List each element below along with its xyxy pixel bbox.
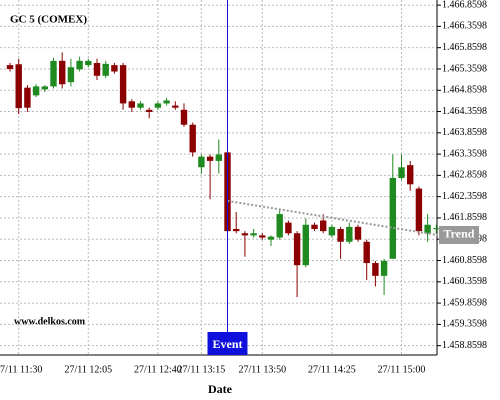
- candle-body: [398, 167, 405, 178]
- candle-body: [285, 222, 292, 234]
- candle-body: [93, 62, 101, 76]
- candle-body: [276, 214, 283, 238]
- y-tick-label: 1.459.8598: [442, 297, 487, 308]
- candle-body: [146, 109, 153, 112]
- x-tick-label: 27/11 15:00: [378, 364, 426, 375]
- y-tick-label: 1.458.8598: [442, 340, 487, 351]
- candle-body: [154, 103, 162, 108]
- x-tick-label: 27/11 12:05: [64, 364, 112, 375]
- event-label-box: [207, 332, 248, 355]
- x-tick-label: 27/11 13:50: [238, 364, 286, 375]
- candle-body: [354, 226, 362, 240]
- y-tick-label: 1.464.3598: [442, 106, 487, 117]
- x-tick-label: 27/11 13:15: [178, 364, 226, 375]
- y-tick-label: 1.464.8598: [442, 85, 487, 96]
- y-tick-label: 1.460.3598: [442, 276, 487, 287]
- candle-body: [363, 241, 370, 264]
- candle-body: [67, 67, 75, 83]
- candle-body: [407, 165, 414, 185]
- trend-line: [227, 199, 438, 236]
- candle-body: [189, 124, 196, 153]
- trend-label-box: [439, 225, 479, 244]
- watermark: www.delkos.com: [14, 316, 86, 327]
- candle-body: [180, 109, 188, 125]
- y-tick-label: 1.461.8598: [442, 212, 487, 223]
- candle-body: [128, 101, 135, 108]
- candle-body: [320, 220, 327, 232]
- candle-body: [372, 263, 379, 276]
- candle-body: [302, 224, 309, 266]
- candle-body: [111, 65, 118, 72]
- candle-body: [6, 65, 14, 69]
- y-tick-label: 1.459.3598: [442, 319, 487, 330]
- candle-body: [293, 233, 301, 266]
- candle-body: [424, 224, 431, 234]
- event-label: Event: [213, 337, 243, 351]
- y-tick-label: 1.465.8598: [442, 42, 487, 53]
- candle-body: [119, 65, 127, 104]
- candle-body: [337, 229, 344, 242]
- y-tick-label: 1.463.8598: [442, 127, 487, 138]
- candle-body: [241, 233, 249, 236]
- candle-body: [415, 188, 423, 232]
- candle-body: [389, 177, 396, 259]
- candle-body: [41, 86, 48, 90]
- y-tick-label: 1.466.8598: [442, 0, 487, 10]
- x-tick-label: 27/11 14:25: [308, 364, 356, 375]
- candle-body: [50, 60, 57, 87]
- y-tick-label: 1.462.3598: [442, 191, 487, 202]
- x-axis-label: Date: [208, 382, 233, 396]
- candle-body: [380, 260, 388, 276]
- y-tick-label: 1.462.8598: [442, 170, 487, 181]
- candle-body: [233, 229, 240, 232]
- x-tick-label: 27/11 12:40: [134, 364, 182, 375]
- candle-body: [215, 154, 222, 161]
- candle-body: [59, 60, 66, 85]
- candle-body: [311, 224, 318, 230]
- candle-body: [137, 103, 144, 108]
- candle-body: [328, 226, 336, 236]
- x-tick-label: 27/11 11:30: [0, 364, 42, 375]
- y-tick-label: 1.465.3598: [442, 63, 487, 74]
- candle-body: [172, 105, 179, 108]
- y-tick-label: 1.466.3598: [442, 21, 487, 32]
- candle-body: [198, 156, 205, 168]
- candle-body: [433, 228, 440, 230]
- candle-body: [206, 156, 214, 161]
- trend-label: Trend: [444, 227, 475, 241]
- candle-body: [102, 63, 109, 76]
- candle-body: [346, 226, 353, 242]
- candle-body: [259, 235, 266, 238]
- candle-body: [250, 233, 257, 236]
- candle-body: [24, 87, 31, 108]
- y-tick-label: 1.460.8598: [442, 255, 487, 266]
- candle-body: [85, 60, 92, 66]
- candle-body: [76, 60, 83, 70]
- candle-body: [32, 86, 40, 96]
- y-tick-label: 1.463.3598: [442, 148, 487, 159]
- candle-body: [15, 64, 22, 109]
- chart-title: GC 5 (COMEX): [10, 14, 87, 26]
- candle-body: [163, 100, 170, 104]
- candle-body: [267, 236, 275, 240]
